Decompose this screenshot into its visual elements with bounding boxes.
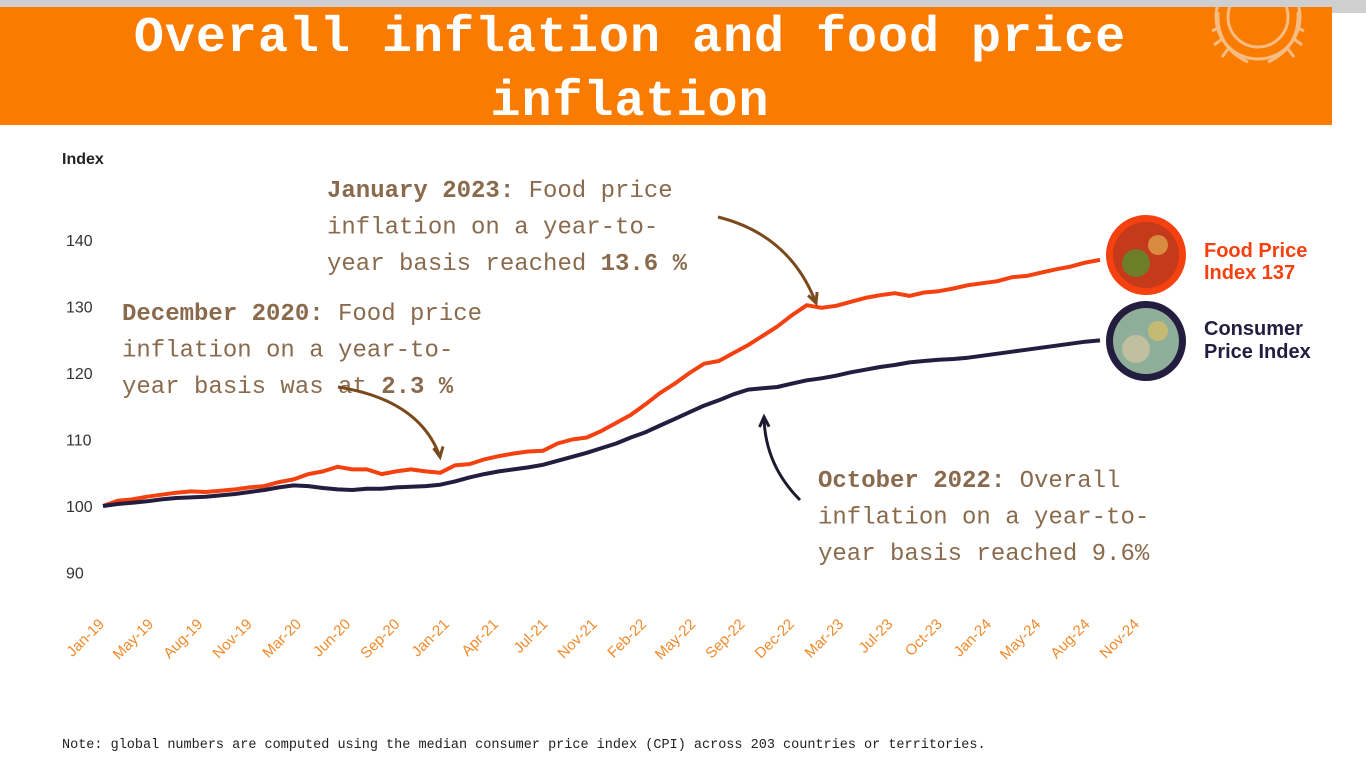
page-title: Overall inflation and food price inflati… [133, 10, 1127, 125]
title-banner: Overall inflation and food price inflati… [0, 7, 1332, 125]
legend-badge-detail [1148, 321, 1168, 341]
legend-label-line2: Price Index [1204, 341, 1311, 363]
x-tick-label: Jul-23 [855, 616, 896, 657]
annotation-october-2022: October 2022: Overall inflation on a year-… [818, 468, 1150, 568]
x-tick-label: Sep-20 [357, 616, 403, 662]
annotation-text: Food price [338, 301, 482, 328]
x-tick-label: Jun-20 [310, 616, 354, 660]
annotation-text: Food price [529, 178, 673, 205]
annotation-arrow [762, 416, 802, 502]
x-tick-label: Sep-22 [702, 616, 748, 662]
y-tick-label: 120 [66, 366, 93, 383]
legend-label-line1: Food Price [1204, 240, 1307, 262]
x-tick-label: Nov-24 [1097, 616, 1143, 662]
annotation-text: inflation on a year-to- [327, 215, 658, 242]
legend-badge-detail [1148, 235, 1168, 255]
x-tick-label: Dec-22 [752, 616, 798, 662]
annotation-arrow [337, 385, 442, 458]
y-tick-label: 130 [66, 300, 93, 317]
annotation-december-2020: December 2020: Food price inflation on a y… [122, 301, 482, 401]
x-tick-label: May-19 [110, 616, 157, 663]
series-line-1 [102, 338, 1101, 508]
y-tick-label: 110 [66, 433, 92, 450]
annotation-date: October 2022: [818, 468, 1005, 495]
annotations: January 2023: Food price inflation on a ye… [122, 178, 1150, 568]
annotation-value: 13.6 % [601, 251, 688, 278]
annotation-date: December 2020: [122, 301, 324, 328]
legend-label-line2: Index 137 [1204, 262, 1295, 284]
annotation-date: January 2023: [327, 178, 514, 205]
annotation-arrow [717, 215, 818, 304]
x-tick-label: Nov-19 [209, 616, 255, 662]
x-tick-labels: Jan-19 May-19 Aug-19 Nov-19 Mar-20 Jun-20 Sep-… [63, 616, 1142, 663]
annotation-text: Overall [1020, 468, 1121, 495]
annotation-text: year basis reached [327, 251, 586, 278]
x-tick-label: Jan-21 [408, 616, 452, 660]
annotation-text: inflation on a year-to- [122, 338, 453, 365]
legend-badge-detail [1122, 249, 1150, 277]
y-tick-label: 100 [66, 499, 93, 516]
y-tick-label: 90 [66, 566, 84, 583]
series-line-0 [102, 257, 1101, 508]
x-tick-label: Aug-19 [160, 616, 206, 662]
series-lines [102, 257, 1101, 508]
x-tick-label: Nov-21 [554, 616, 600, 662]
annotation-january-2023: January 2023: Food price inflation on a ye… [327, 178, 688, 278]
y-tick-labels: 90 100 110 120 130 140 [66, 233, 93, 583]
x-tick-label: May-24 [997, 616, 1044, 663]
y-axis-label: Index [62, 151, 104, 168]
x-tick-label: Oct-23 [902, 616, 946, 660]
annotation-text: year basis reached 9.6% [818, 541, 1150, 568]
annotation-arrowhead [807, 291, 819, 307]
footnote: Note: global numbers are computed using … [62, 738, 986, 753]
annotation-text: year basis was at [122, 374, 367, 401]
annotation-arrows [337, 215, 819, 502]
x-tick-label: Jan-24 [951, 616, 995, 660]
x-tick-label: Jul-21 [510, 616, 551, 657]
annotation-arrowhead [758, 413, 771, 428]
x-tick-label: Mar-20 [259, 616, 305, 662]
legend-badge-detail [1122, 335, 1150, 363]
un-emblem-icon [1211, 7, 1305, 64]
annotation-text: inflation on a year-to- [818, 505, 1149, 532]
annotation-arrowhead [432, 446, 445, 461]
x-tick-label: Jan-19 [63, 616, 107, 660]
x-tick-label: Mar-23 [801, 616, 847, 662]
annotation-value: 2.3 % [381, 374, 454, 401]
x-tick-label: Feb-22 [604, 616, 650, 662]
x-tick-label: Apr-21 [458, 616, 502, 660]
y-tick-label: 140 [66, 233, 93, 250]
legend-label-line1: Consumer [1204, 318, 1303, 340]
x-tick-label: Aug-24 [1047, 616, 1093, 662]
x-tick-label: May-22 [652, 616, 699, 663]
